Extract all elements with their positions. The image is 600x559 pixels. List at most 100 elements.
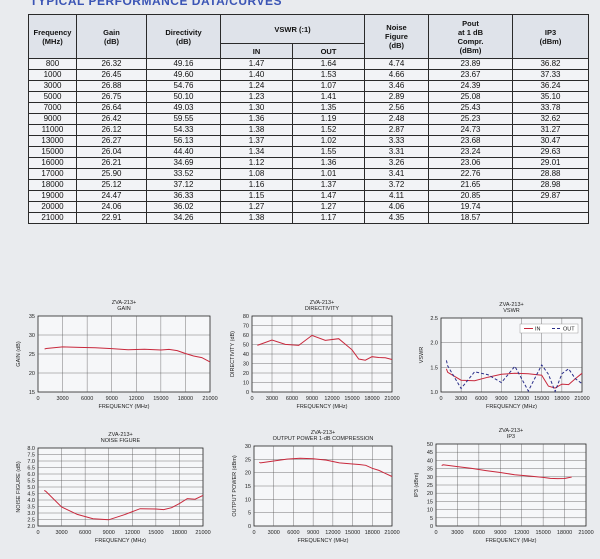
- page-header: TYPICAL PERFORMANCE DATA/CURVES: [0, 0, 600, 10]
- x-tick-label: 18000: [172, 530, 187, 536]
- x-tick-label: 15000: [344, 396, 359, 402]
- x-tick-label: 3000: [55, 530, 67, 536]
- table-cell: 59.55: [146, 113, 221, 125]
- y-tick-label: 1.5: [430, 365, 438, 371]
- x-axis-label: FREQUENCY (MHz): [95, 538, 146, 544]
- header-directivity: Directivity (dB): [146, 14, 221, 59]
- table-cell: 1.15: [220, 190, 293, 202]
- y-tick-label: 8.0: [27, 446, 35, 452]
- chart-title: OUTPUT POWER 1-dB COMPRESSION: [273, 436, 374, 442]
- y-axis-label: GAIN (dB): [16, 341, 22, 367]
- x-tick-label: 18000: [557, 530, 572, 536]
- x-axis-label: FREQUENCY (MHz): [298, 538, 349, 544]
- chart-model: ZVA-213+: [499, 428, 524, 434]
- x-tick-label: 21000: [384, 530, 399, 536]
- y-tick-label: 20: [29, 371, 35, 377]
- x-tick-label: 9000: [106, 396, 118, 402]
- series-line-main: [44, 346, 211, 363]
- x-tick-label: 6000: [79, 530, 91, 536]
- x-tick-label: 15000: [148, 530, 163, 536]
- x-tick-label: 18000: [554, 396, 569, 402]
- x-tick-label: 21000: [384, 396, 399, 402]
- y-tick-label: 6.0: [27, 472, 35, 478]
- x-tick-label: 3000: [266, 396, 278, 402]
- x-tick-label: 0: [434, 530, 437, 536]
- table-cell: 36.33: [146, 190, 221, 202]
- table-row: 20000 24.06 36.02 1.27 1.27 4.06 19.74: [28, 201, 589, 213]
- y-axis-label: OUTPUT POWER (dBm): [232, 455, 238, 516]
- chart-title: NOISE FIGURE: [101, 438, 141, 444]
- header-vswr-out: OUT: [292, 43, 365, 59]
- y-tick-label: 7.5: [27, 453, 35, 459]
- y-tick-label: 2.5: [27, 518, 35, 524]
- x-tick-label: 6000: [475, 396, 487, 402]
- table-cell: 32.62: [512, 113, 589, 125]
- series-line-main: [441, 464, 572, 480]
- chart-model: ZVA-213+: [311, 430, 336, 436]
- y-tick-label: 30: [29, 333, 35, 339]
- y-tick-label: 35: [427, 467, 433, 473]
- legend-label: OUT: [563, 327, 575, 333]
- y-tick-label: 35: [29, 314, 35, 320]
- chart-title: IP3: [507, 434, 515, 440]
- x-tick-label: 3000: [268, 530, 280, 536]
- x-tick-label: 15000: [534, 396, 549, 402]
- y-tick-label: 50: [427, 442, 433, 448]
- x-tick-label: 0: [250, 396, 253, 402]
- x-tick-label: 21000: [195, 530, 210, 536]
- table-cell: 26.88: [76, 80, 147, 92]
- table-cell: 33.78: [512, 102, 589, 114]
- chart-model: ZVA-213+: [499, 302, 524, 308]
- x-tick-label: 9000: [103, 530, 115, 536]
- x-tick-label: 3000: [56, 396, 68, 402]
- y-tick-label: 20: [243, 371, 249, 377]
- y-tick-label: 70: [243, 324, 249, 330]
- x-tick-label: 12000: [514, 530, 529, 536]
- y-tick-label: 10: [245, 497, 251, 503]
- x-tick-label: 12000: [125, 530, 140, 536]
- y-axis-label: DIRECTIVITY (dB): [230, 331, 236, 377]
- y-tick-label: 7.0: [27, 459, 35, 465]
- y-tick-label: 30: [427, 475, 433, 481]
- x-tick-label: 18000: [365, 530, 380, 536]
- series-line-main: [257, 334, 393, 361]
- x-tick-label: 9000: [494, 530, 506, 536]
- table-row: 7000 26.64 49.03 1.30 1.35 2.56 25.43 33.78: [28, 102, 589, 114]
- x-tick-label: 12000: [129, 396, 144, 402]
- x-tick-label: 18000: [364, 396, 379, 402]
- y-tick-label: 80: [243, 314, 249, 320]
- y-tick-label: 4.0: [27, 498, 35, 504]
- x-tick-label: 6000: [287, 530, 299, 536]
- table-cell: [512, 212, 589, 224]
- y-axis-label: NOISE FIGURE (dB): [16, 461, 22, 513]
- page-title: TYPICAL PERFORMANCE DATA/CURVES: [30, 0, 282, 8]
- header-gain: Gain (dB): [76, 14, 147, 59]
- table-header-row: Frequency (MHz) Gain (dB) Directivity (d…: [28, 14, 589, 59]
- series-line-in: [445, 368, 583, 389]
- x-tick-label: 0: [252, 530, 255, 536]
- series-line-out: [445, 360, 583, 393]
- y-tick-label: 25: [427, 483, 433, 489]
- series-line-main: [259, 457, 393, 477]
- x-tick-label: 3000: [455, 396, 467, 402]
- x-axis-label: FREQUENCY (MHz): [486, 538, 537, 544]
- x-tick-label: 18000: [178, 396, 193, 402]
- series-line-main: [44, 489, 204, 521]
- chart-title: GAIN: [117, 306, 130, 312]
- table-cell: 1.17: [292, 212, 365, 224]
- y-tick-label: 10: [427, 508, 433, 514]
- x-tick-label: 21000: [574, 396, 589, 402]
- y-tick-label: 6.5: [27, 466, 35, 472]
- table-row: 17000 25.90 33.52 1.08 1.01 3.41 22.76 28.88: [28, 168, 589, 180]
- y-tick-label: 15: [245, 484, 251, 490]
- y-tick-label: 25: [245, 457, 251, 463]
- y-tick-label: 15: [29, 390, 35, 396]
- x-axis-label: FREQUENCY (MHz): [297, 404, 348, 410]
- table-cell: 21000: [28, 212, 77, 224]
- table-cell: 4.35: [364, 212, 429, 224]
- chart-model: ZVA-213+: [310, 300, 335, 306]
- x-tick-label: 15000: [345, 530, 360, 536]
- x-tick-label: 0: [36, 530, 39, 536]
- table-row: 16000 26.21 34.69 1.12 1.36 3.26 23.06 29.01: [28, 157, 589, 169]
